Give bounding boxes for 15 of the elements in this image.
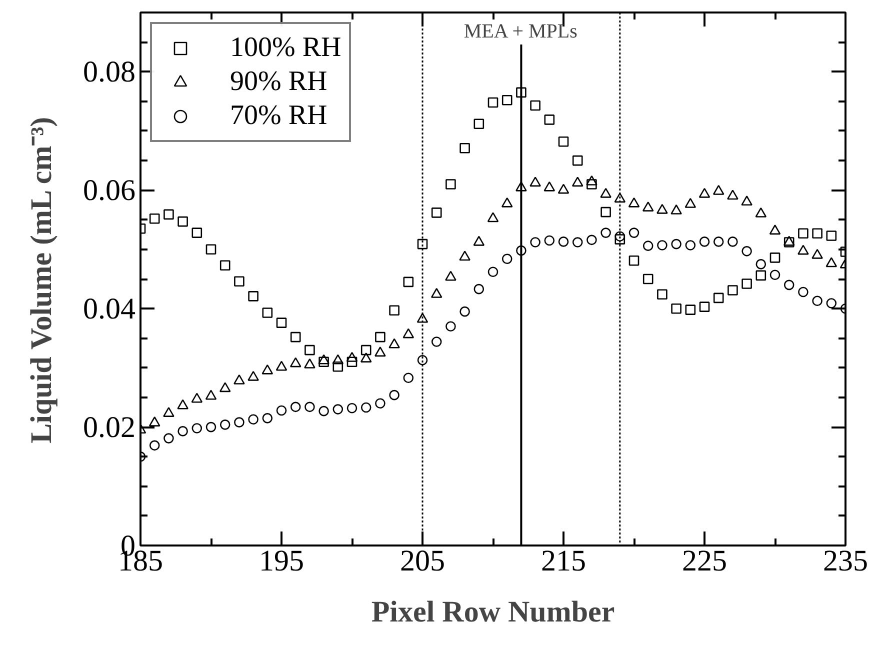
x-axis-title: Pixel Row Number [371,596,615,628]
x-tick-label: 215 [541,544,586,578]
legend-label: 100% RH [230,32,342,64]
y-tick-label: 0.02 [83,411,136,444]
x-tick-label: 205 [400,544,445,578]
legend-label: 90% RH [230,66,328,98]
x-tick-label: 225 [682,544,727,578]
y-tick-label: 0.08 [83,56,136,89]
x-tick-label: 195 [259,544,304,578]
ref-line-label: MEA + MPLs [464,20,578,42]
y-axis-title: Liquid Volume (mL cm⁻³) [25,116,58,444]
x-tick-label: 235 [823,544,868,578]
y-tick-label: 0.04 [83,292,136,326]
y-tick-label: 0.06 [83,174,136,208]
legend-label: 70% RH [230,100,328,132]
